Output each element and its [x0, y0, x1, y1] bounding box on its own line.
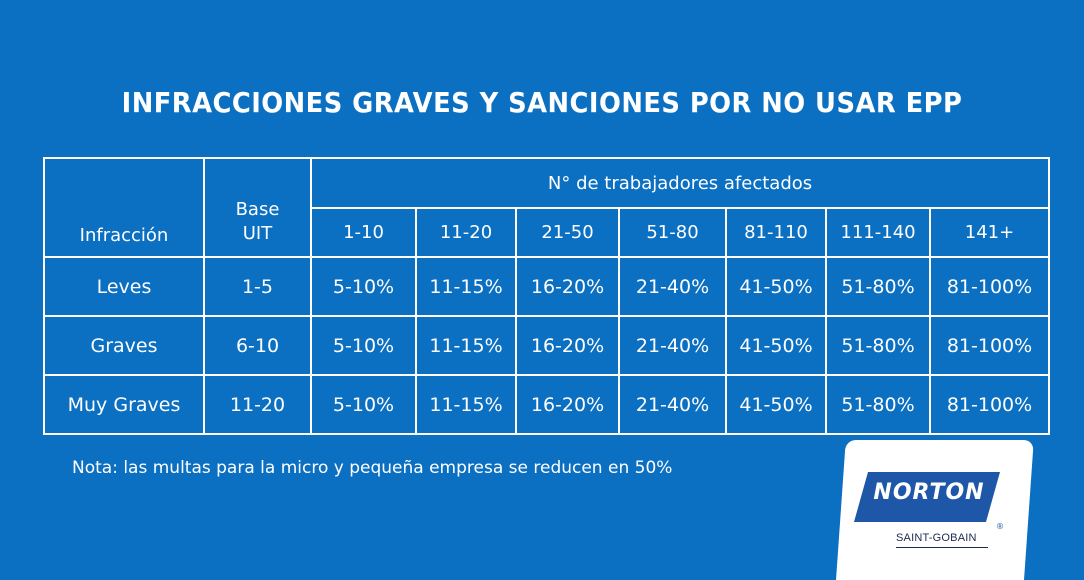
header-infraccion-label: Infracción [79, 225, 169, 246]
norton-logo: NORTON ® SAINT-GOBAIN [836, 440, 1034, 580]
column-header: 11-20 [415, 207, 517, 258]
column-header: 21-50 [515, 207, 620, 258]
saint-gobain-underline [896, 547, 988, 548]
value-cell: 41-50% [725, 315, 827, 376]
value-cell: 11-15% [415, 256, 517, 317]
saint-gobain-text: SAINT-GOBAIN [896, 532, 977, 544]
header-group-label: N° de trabajadores afectados [547, 172, 813, 194]
footnote: Nota: las multas para la micro y pequeña… [72, 458, 673, 478]
header-base-label: Base [235, 199, 280, 220]
column-header: 51-80 [618, 207, 727, 258]
value-cell: 16-20% [515, 256, 620, 317]
base-cell: 1-5 [203, 256, 312, 317]
norton-logo-band-icon [854, 472, 1000, 522]
sanctions-table: Infracción Base UIT N° de trabajadores a… [43, 157, 1051, 435]
value-cell: 41-50% [725, 256, 827, 317]
value-cell: 5-10% [310, 374, 417, 435]
value-cell: 81-100% [928, 315, 1051, 376]
table-row: Leves 1-5 5-10% 11-15% 16-20% 21-40% 41-… [43, 256, 1051, 317]
value-cell: 21-40% [618, 374, 727, 435]
page-title: INFRACCIONES GRAVES Y SANCIONES POR NO U… [121, 86, 963, 119]
infraccion-cell: Leves [43, 256, 205, 317]
value-cell: 5-10% [310, 315, 417, 376]
value-cell: 21-40% [618, 256, 727, 317]
column-header: 141+ [928, 207, 1051, 258]
value-cell: 51-80% [825, 315, 931, 376]
infraccion-cell: Muy Graves [43, 374, 205, 435]
header-infraccion: Infracción [43, 157, 205, 258]
value-cell: 16-20% [515, 374, 620, 435]
value-cell: 81-100% [928, 374, 1051, 435]
base-cell: 6-10 [203, 315, 312, 376]
infraccion-cell: Graves [43, 315, 205, 376]
table-row: Muy Graves 11-20 5-10% 11-15% 16-20% 21-… [43, 374, 1051, 435]
header-group-workers: N° de trabajadores afectados [309, 157, 1051, 209]
value-cell: 21-40% [618, 315, 727, 376]
base-cell: 11-20 [203, 374, 312, 435]
registered-mark: ® [996, 522, 1004, 531]
table-row: Graves 6-10 5-10% 11-15% 16-20% 21-40% 4… [43, 315, 1051, 376]
value-cell: 11-15% [415, 315, 517, 376]
column-header: 111-140 [825, 207, 931, 258]
value-cell: 5-10% [310, 256, 417, 317]
header-base-uit: Base UIT [203, 157, 312, 258]
value-cell: 51-80% [825, 374, 931, 435]
value-cell: 41-50% [725, 374, 827, 435]
column-header: 81-110 [725, 207, 827, 258]
value-cell: 11-15% [415, 374, 517, 435]
value-cell: 16-20% [515, 315, 620, 376]
value-cell: 51-80% [825, 256, 931, 317]
header-uit-label: UIT [242, 223, 273, 244]
norton-brand-text: NORTON [873, 480, 985, 505]
value-cell: 81-100% [928, 256, 1051, 317]
column-header: 1-10 [310, 207, 417, 258]
